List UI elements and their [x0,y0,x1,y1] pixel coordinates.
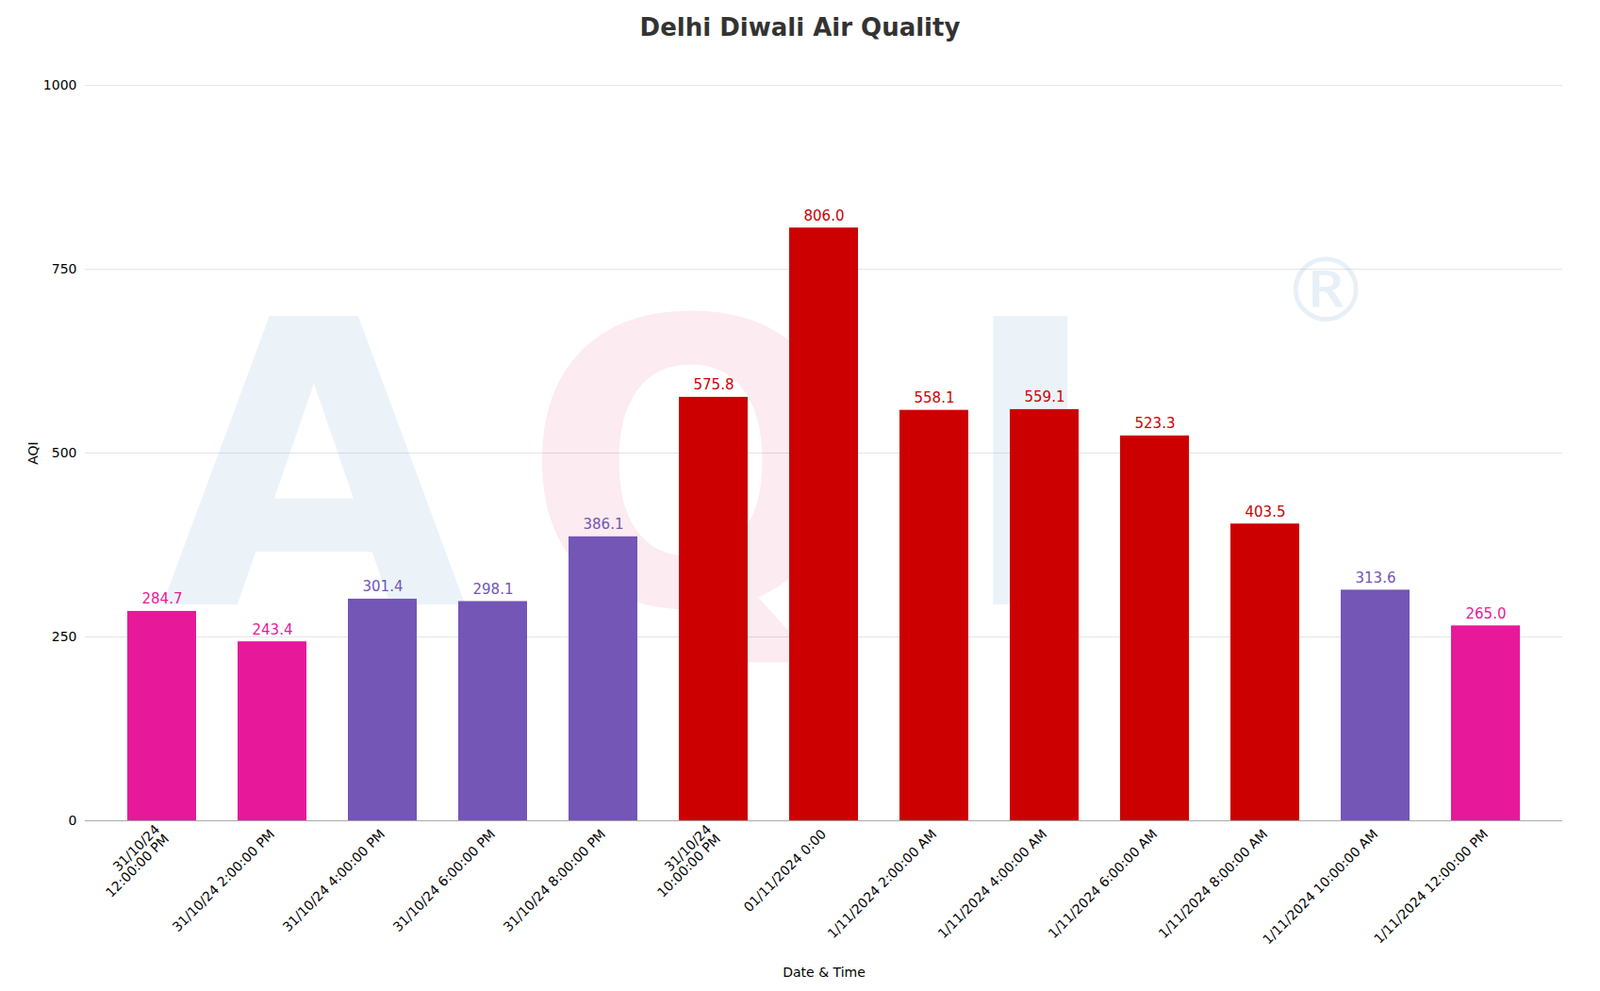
svg-text:284.7: 284.7 [142,590,183,608]
svg-text:31/10/24 2:00:00 PM: 31/10/24 2:00:00 PM [169,825,279,935]
svg-text:298.1: 298.1 [473,580,514,598]
svg-text:A: A [160,236,470,698]
svg-text:31/10/24 4:00:00 PM: 31/10/24 4:00:00 PM [280,825,389,935]
svg-text:806.0: 806.0 [804,207,845,225]
svg-text:31/10/24 6:00:00 PM: 31/10/24 6:00:00 PM [390,825,499,935]
svg-text:31/10/2412:00:00 PM: 31/10/2412:00:00 PM [93,821,172,900]
svg-text:31/10/24 8:00:00 PM: 31/10/24 8:00:00 PM [500,825,610,935]
svg-text:500: 500 [51,445,78,461]
svg-text:386.1: 386.1 [583,515,625,533]
svg-text:575.8: 575.8 [693,376,735,394]
svg-text:1/11/2024 10:00:00 AM: 1/11/2024 10:00:00 AM [1259,825,1381,947]
svg-text:Date & Time: Date & Time [782,964,866,980]
svg-text:31/10/2410:00:00 PM: 31/10/2410:00:00 PM [644,821,724,900]
svg-text:1/11/2024 4:00:00 AM: 1/11/2024 4:00:00 AM [934,825,1050,941]
svg-text:1/11/2024 6:00:00 AM: 1/11/2024 6:00:00 AM [1044,825,1160,941]
svg-text:1000: 1000 [43,77,78,93]
svg-text:750: 750 [51,261,78,277]
svg-text:265.0: 265.0 [1466,605,1507,623]
svg-text:1/11/2024 12:00:00 PM: 1/11/2024 12:00:00 PM [1370,825,1491,946]
svg-text:0: 0 [68,812,78,828]
svg-text:®: ® [1281,238,1371,343]
svg-text:301.4: 301.4 [362,577,404,595]
svg-text:AQI: AQI [25,441,41,464]
svg-text:559.1: 559.1 [1024,388,1066,406]
svg-text:313.6: 313.6 [1355,569,1397,587]
svg-text:1/11/2024 2:00:00 AM: 1/11/2024 2:00:00 AM [824,825,940,941]
svg-text:1/11/2024 8:00:00 AM: 1/11/2024 8:00:00 AM [1154,825,1271,941]
svg-text:403.5: 403.5 [1245,503,1287,521]
svg-text:558.1: 558.1 [914,389,956,407]
svg-text:250: 250 [51,628,78,644]
svg-text:243.4: 243.4 [252,621,294,639]
svg-text:523.3: 523.3 [1135,414,1176,432]
svg-text:01/11/2024 0:00: 01/11/2024 0:00 [741,825,830,915]
